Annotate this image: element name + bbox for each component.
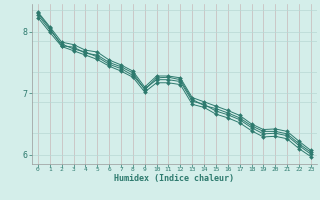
X-axis label: Humidex (Indice chaleur): Humidex (Indice chaleur) [115, 174, 234, 183]
